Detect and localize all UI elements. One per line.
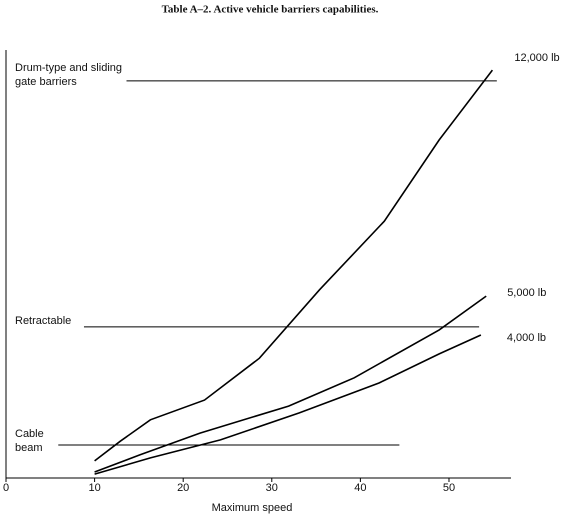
x-tick-label: 20 [177, 482, 189, 494]
series-label: 5,000 lb [507, 287, 546, 299]
series-label: 12,000 lb [514, 52, 559, 64]
x-tick-label: 10 [88, 482, 100, 494]
threshold-label: Drum-type and sliding [15, 62, 122, 74]
threshold-label: Cable [15, 428, 44, 440]
series-label: 4,000 lb [507, 332, 546, 344]
series-line [94, 334, 482, 475]
chart-title: Table A–2. Active vehicle barriers capab… [162, 4, 379, 16]
series-line [94, 69, 494, 462]
x-tick-label: 50 [443, 482, 455, 494]
x-tick-label: 40 [354, 482, 366, 494]
threshold-label: Retractable [15, 315, 71, 327]
threshold-label: gate barriers [15, 76, 77, 88]
x-axis-label: Maximum speed [212, 502, 293, 514]
threshold-label: beam [15, 442, 43, 454]
series-line [94, 295, 487, 473]
x-tick-label: 30 [266, 482, 278, 494]
x-tick-label: 0 [3, 482, 9, 494]
